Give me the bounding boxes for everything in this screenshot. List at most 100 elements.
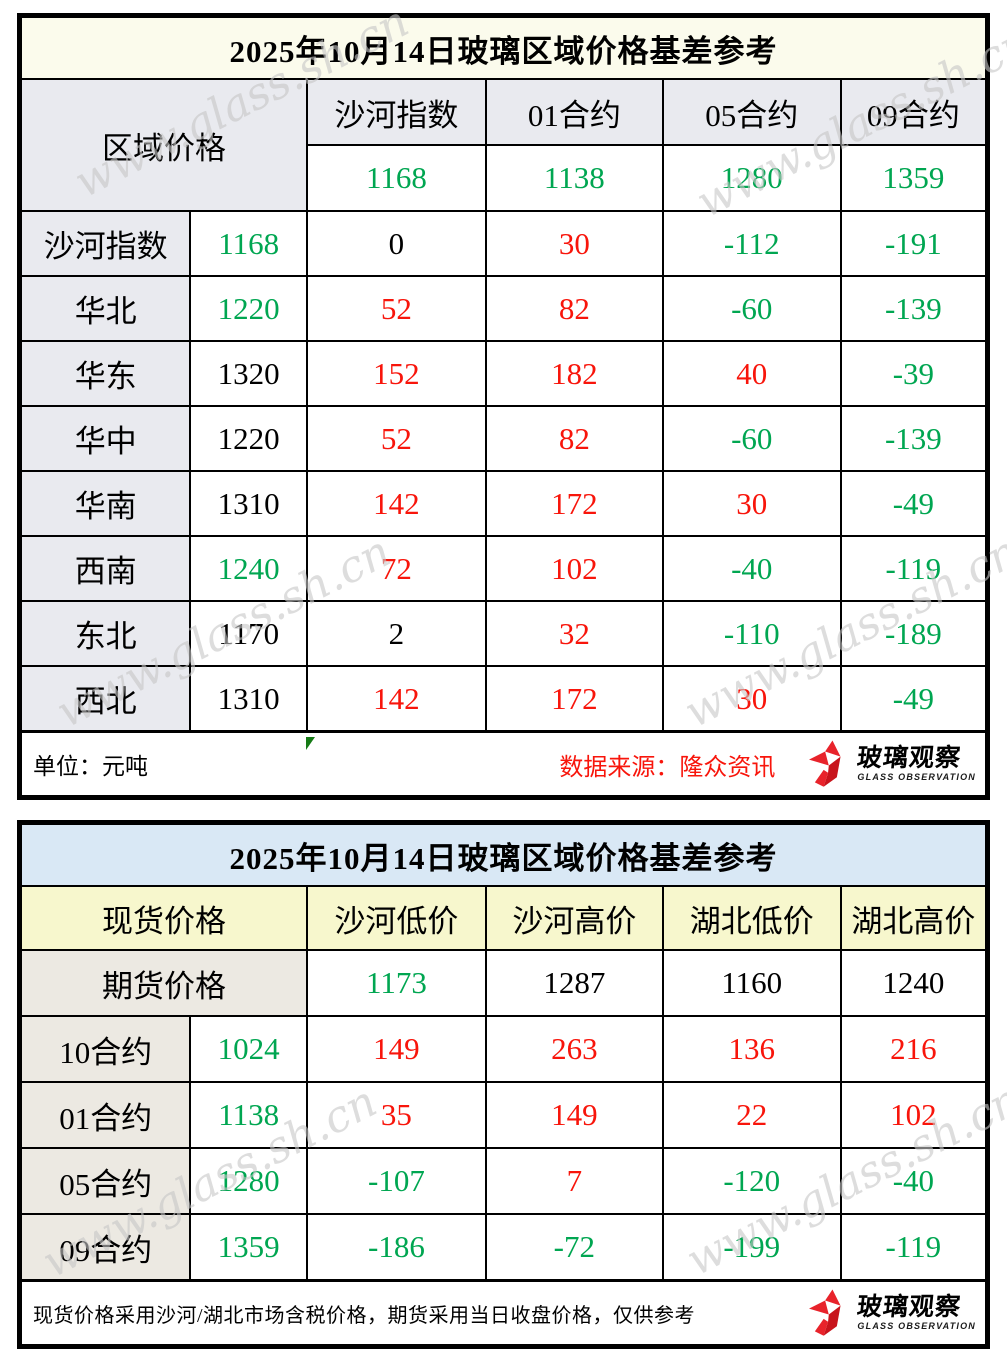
data-source-label: 数据来源：隆众资讯 (559, 754, 776, 781)
table2-col-header: 沙河高价 (484, 885, 664, 951)
table-row: 西北 1310 142 172 30 -49 (18, 665, 989, 733)
table-row: 10合约 1024 149 263 136 216 (18, 1015, 989, 1083)
table-row: 西南 1240 72 102 -40 -119 (18, 535, 989, 602)
basis-cell: -139 (839, 275, 989, 342)
row-label: 西北 (18, 665, 192, 733)
row-label: 05合约 (18, 1147, 192, 1215)
basis-cell: -186 (305, 1213, 487, 1282)
contract-price-cell: 1359 (189, 1213, 308, 1282)
table2-col-header: 湖北高价 (839, 885, 989, 951)
basis-cell: 102 (839, 1081, 989, 1149)
row-label: 沙河指数 (18, 210, 192, 277)
logo-star-icon (809, 1289, 841, 1336)
basis-cell: 22 (661, 1081, 842, 1149)
basis-cell: 72 (305, 535, 487, 602)
basis-cell: -199 (661, 1213, 842, 1282)
basis-cell: 263 (484, 1015, 664, 1083)
row-label: 09合约 (18, 1213, 192, 1282)
basis-cell: -39 (839, 340, 989, 407)
table-row: 沙河指数 1168 0 30 -112 -191 (18, 210, 989, 277)
basis-cell: 52 (305, 275, 487, 342)
table2-col-header: 湖北低价 (661, 885, 842, 951)
contract-price-cell: 1138 (189, 1081, 308, 1149)
basis-cell: -120 (661, 1147, 842, 1215)
table2-col-header: 沙河低价 (305, 885, 487, 951)
table2-title: 2025年10月14日玻璃区域价格基差参考 (18, 821, 989, 887)
table1-col-header: 05合约 (661, 78, 842, 146)
spot-price-cell: 1287 (484, 949, 664, 1017)
table1-corner-label: 区域价格 (18, 78, 308, 212)
basis-cell: 136 (661, 1015, 842, 1083)
logo-en-text: GLASS OBSERVATION (857, 1321, 976, 1331)
table-row: 05合约 1280 -107 7 -120 -40 (18, 1147, 989, 1215)
table1-col-header: 01合约 (484, 78, 664, 146)
spot-price-cell: 1160 (661, 949, 842, 1017)
disclaimer-note: 现货价格采用沙河/湖北市场含税价格，期货采用当日收盘价格，仅供参考 (33, 1304, 696, 1327)
basis-cell: 30 (484, 210, 664, 277)
basis-cell: 149 (305, 1015, 487, 1083)
unit-label: 单位：元吨 (33, 754, 148, 779)
basis-cell: 149 (484, 1081, 664, 1149)
spot-price-cell: 1310 (189, 470, 308, 537)
spot-price-cell: 1220 (189, 275, 308, 342)
table-row: 华北 1220 52 82 -60 -139 (18, 275, 989, 342)
row-label: 华南 (18, 470, 192, 537)
table-row: 01合约 1138 35 149 22 102 (18, 1081, 989, 1149)
futures-price-cell: 1359 (839, 144, 989, 212)
basis-cell: -189 (839, 600, 989, 667)
row-label: 西南 (18, 535, 192, 602)
basis-cell: 30 (661, 470, 842, 537)
logo-cn-text: 玻璃观察 (856, 744, 963, 772)
spot-price-cell: 1320 (189, 340, 308, 407)
basis-cell: 82 (484, 405, 664, 472)
row-label: 东北 (18, 600, 192, 667)
basis-cell: 152 (305, 340, 487, 407)
basis-cell: 182 (484, 340, 664, 407)
basis-cell: 82 (484, 275, 664, 342)
basis-cell: -60 (661, 275, 842, 342)
spot-price-cell: 1310 (189, 665, 308, 733)
spot-price-cell: 1170 (189, 600, 308, 667)
futures-price-cell: 1138 (484, 144, 664, 212)
table2-corner-label: 现货价格 (18, 885, 308, 951)
basis-cell: 216 (839, 1015, 989, 1083)
basis-cell: -112 (661, 210, 842, 277)
row-label: 01合约 (18, 1081, 192, 1149)
basis-cell: 32 (484, 600, 664, 667)
table1-col-header: 09合约 (839, 78, 989, 146)
table1-footer: 单位：元吨 数据来源：隆众资讯 玻璃观察 GLASS OBSERVATION (23, 737, 984, 791)
comment-flag-icon (306, 737, 315, 750)
basis-cell: -49 (839, 470, 989, 537)
spot-price-cell: 1168 (189, 210, 308, 277)
contract-price-cell: 1280 (189, 1147, 308, 1215)
basis-cell: -119 (839, 535, 989, 602)
spot-price-cell: 1173 (305, 949, 487, 1017)
table-row: 华中 1220 52 82 -60 -139 (18, 405, 989, 472)
futures-price-cell: 1168 (305, 144, 487, 212)
basis-cell: 40 (661, 340, 842, 407)
basis-cell: 142 (305, 665, 487, 733)
glass-observation-logo: 玻璃观察 GLASS OBSERVATION (809, 737, 976, 791)
basis-cell: 30 (661, 665, 842, 733)
futures-price-cell: 1280 (661, 144, 842, 212)
table1-region-basis: 2025年10月14日玻璃区域价格基差参考 区域价格 沙河指数 01合约 05合… (17, 13, 990, 800)
basis-cell: 7 (484, 1147, 664, 1215)
basis-cell: -72 (484, 1213, 664, 1282)
spot-row-label: 期货价格 (18, 949, 308, 1017)
basis-cell: -40 (661, 535, 842, 602)
contract-price-cell: 1024 (189, 1015, 308, 1083)
logo-en-text: GLASS OBSERVATION (857, 772, 976, 782)
basis-cell: 102 (484, 535, 664, 602)
spot-price-cell: 1240 (839, 949, 989, 1017)
basis-cell: 172 (484, 665, 664, 733)
basis-cell: -110 (661, 600, 842, 667)
logo-star-icon (809, 740, 841, 787)
basis-cell: -107 (305, 1147, 487, 1215)
basis-cell: 0 (305, 210, 487, 277)
row-label: 华北 (18, 275, 192, 342)
basis-cell: -191 (839, 210, 989, 277)
table2-spot-basis: 2025年10月14日玻璃区域价格基差参考 现货价格 沙河低价 沙河高价 湖北低… (17, 820, 990, 1349)
table-row: 东北 1170 2 32 -110 -189 (18, 600, 989, 667)
table-row: 华东 1320 152 182 40 -39 (18, 340, 989, 407)
row-label: 10合约 (18, 1015, 192, 1083)
